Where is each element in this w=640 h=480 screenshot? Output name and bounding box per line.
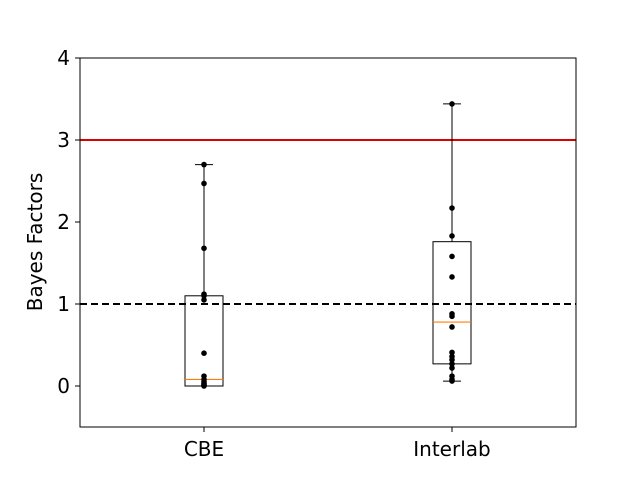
data-point [201, 245, 207, 252]
y-axis: 0 1 2 3 4 [57, 46, 80, 398]
data-point [449, 233, 455, 239]
data-point [201, 297, 207, 303]
data-point [449, 311, 455, 317]
box-group-cbe [184, 161, 224, 389]
x-axis: CBE Interlab [184, 427, 491, 461]
plot-area [80, 101, 576, 389]
data-point [449, 373, 455, 379]
data-point [201, 350, 207, 357]
box-group-interlab [432, 101, 472, 384]
data-point [449, 353, 455, 360]
data-point [449, 361, 455, 367]
y-axis-title: Bayes Factors [23, 173, 47, 312]
data-point [201, 161, 207, 168]
y-tick-label: 4 [57, 46, 70, 70]
data-point [449, 349, 455, 356]
data-point [449, 274, 455, 280]
data-point [449, 324, 455, 330]
y-tick-label: 3 [57, 128, 70, 152]
data-point [449, 253, 455, 260]
y-tick-label: 0 [57, 374, 70, 398]
box-iqr [432, 241, 472, 365]
x-tick-label-cbe: CBE [184, 437, 224, 461]
data-point [201, 180, 207, 187]
y-tick-label: 2 [57, 210, 70, 234]
data-point [201, 291, 207, 297]
data-point [449, 205, 455, 211]
data-point [449, 365, 455, 371]
box-iqr [184, 295, 224, 387]
plot-frame [79, 57, 577, 428]
data-point [201, 373, 207, 379]
y-tick-label: 1 [57, 292, 70, 316]
data-point [449, 101, 455, 107]
x-tick-label-interlab: Interlab [413, 437, 490, 461]
